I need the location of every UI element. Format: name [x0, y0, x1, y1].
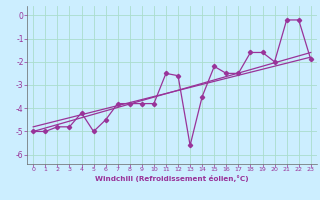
- X-axis label: Windchill (Refroidissement éolien,°C): Windchill (Refroidissement éolien,°C): [95, 175, 249, 182]
